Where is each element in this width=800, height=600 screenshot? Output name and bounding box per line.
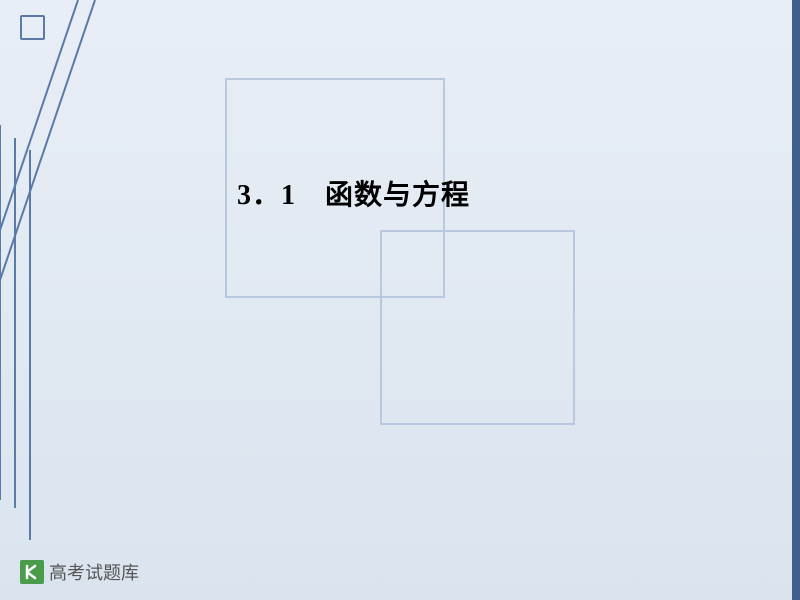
slide-container: 3．1 函数与方程 高考试题库 [0,0,800,600]
right-border-decoration [792,0,800,600]
diagonal-lines-decoration [0,0,150,560]
decorative-square-2 [380,230,575,425]
logo-icon [20,560,44,584]
slide-title: 3．1 函数与方程 [237,173,470,213]
top-left-square-decoration [20,15,45,40]
footer-brand-text: 高考试题库 [49,559,139,585]
footer-logo-container: 高考试题库 [20,559,139,585]
